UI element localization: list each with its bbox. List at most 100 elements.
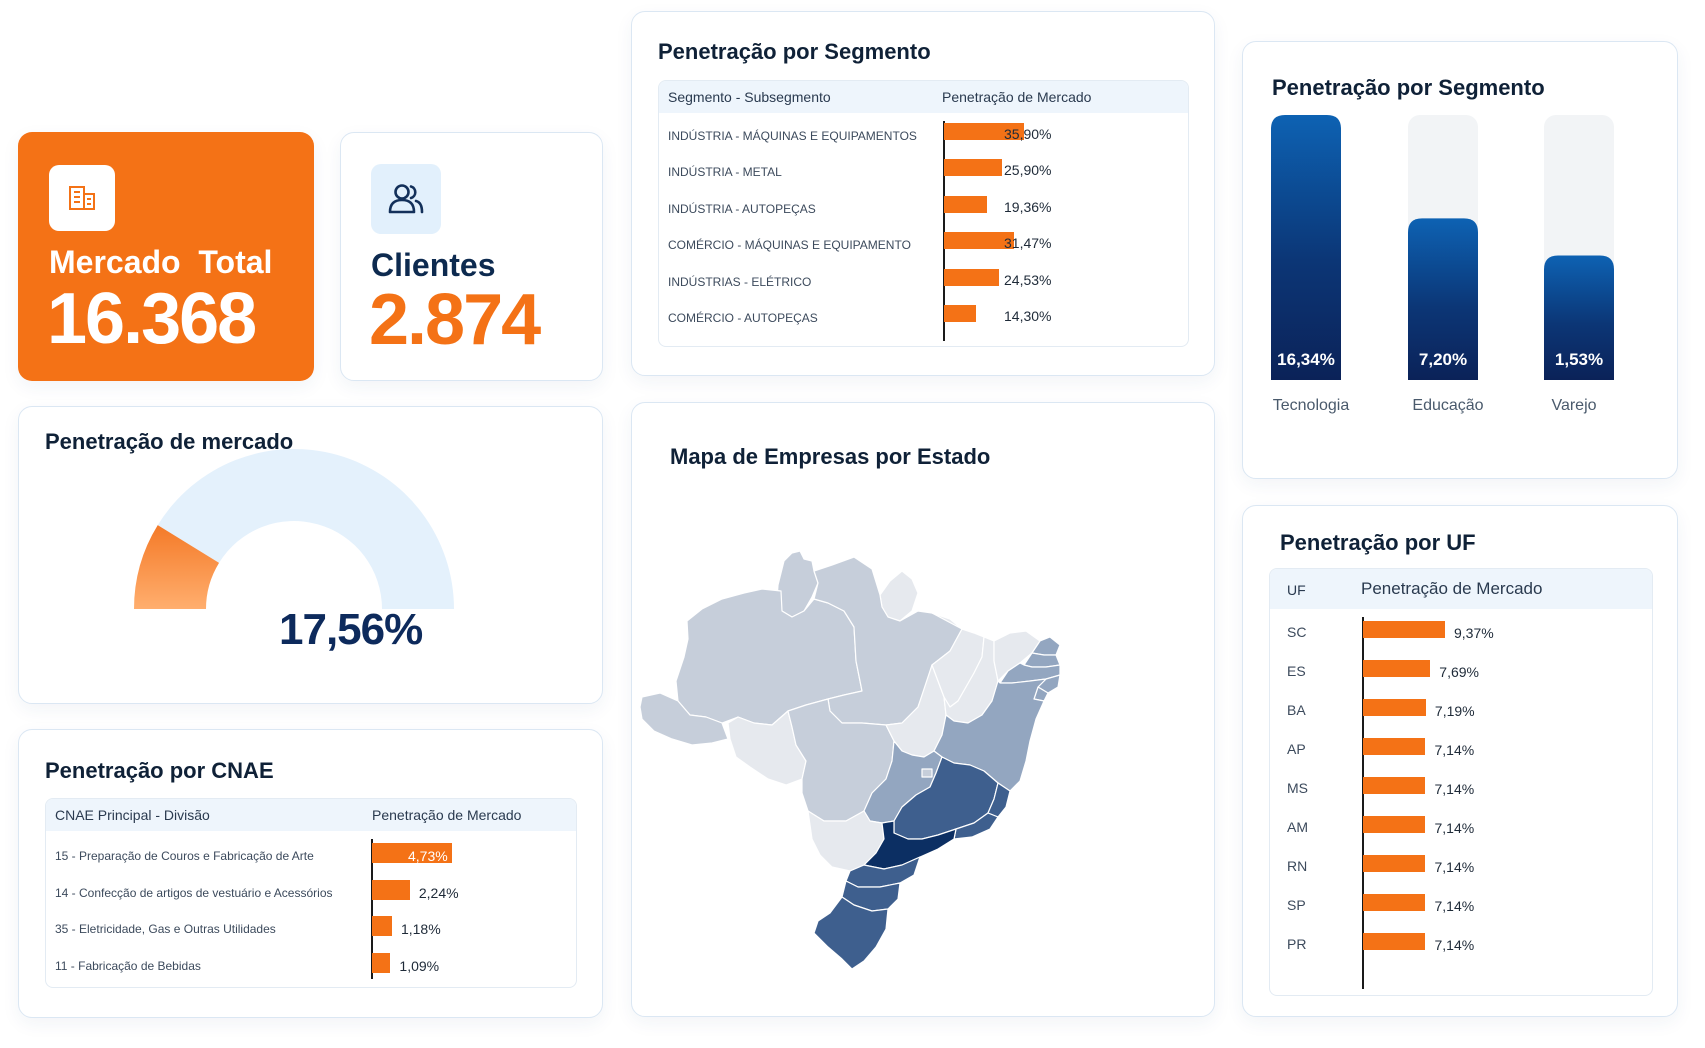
cnae-category: 14 - Confecção de artigos de vestuário e… <box>55 885 333 900</box>
segment-row: INDÚSTRIAS - ELÉTRICO 24,53% <box>659 261 1188 297</box>
segment-value: 19,36% <box>1004 198 1052 215</box>
brazil-map <box>639 550 1061 970</box>
uf-value: 7,69% <box>1439 664 1479 680</box>
users-icon <box>371 164 441 234</box>
segment-row: COMÉRCIO - AUTOPEÇAS 14,30% <box>659 297 1188 333</box>
cnae-value: 4,73% <box>408 848 448 864</box>
kpi-clientes-card: Clientes 2.874 <box>340 132 603 381</box>
segment-bars-title: Penetração por Segmento <box>1272 75 1545 100</box>
cnae-row: 14 - Confecção de artigos de vestuário e… <box>46 872 576 909</box>
map-state-df <box>921 768 933 778</box>
segment-bar <box>944 268 999 286</box>
cnae-category: 35 - Eletricidade, Gas e Outras Utilidad… <box>55 922 276 936</box>
cnae-bar <box>372 879 410 900</box>
kpi-clientes-label: Clientes <box>371 247 496 283</box>
segment-bars-card: Penetração por Segmento 16,34% Tecnologia… <box>1242 41 1678 479</box>
segment-category: INDÚSTRIAS - ELÉTRICO <box>668 274 812 289</box>
uf-category: ES <box>1287 663 1306 679</box>
gauge-title: Penetração de mercado <box>45 429 294 454</box>
map-state-rs <box>813 896 889 970</box>
segment-value: 31,47% <box>1004 235 1052 252</box>
cnae-row: 11 - Fabricação de Bebidas 1,09% <box>46 945 576 982</box>
segment-bar <box>944 305 976 322</box>
uf-value: 7,14% <box>1434 781 1475 797</box>
map-state-rj <box>953 812 999 840</box>
uf-value: 7,14% <box>1434 898 1475 914</box>
cnae-table: CNAE Principal - Divisão Penetração de M… <box>45 798 577 988</box>
uf-title: Penetração por UF <box>1280 530 1476 555</box>
segment-category: INDÚSTRIA - MÁQUINAS E EQUIPAMENTOS <box>668 129 917 143</box>
map-state-ce <box>993 630 1041 682</box>
segment-table-header: Segmento - Subsegmento Penetração de Mer… <box>659 81 1188 113</box>
uf-bar <box>1363 855 1426 872</box>
kpi-mercado-label: Mercado Total <box>49 244 273 280</box>
uf-category: RN <box>1287 858 1308 874</box>
segment-bar <box>944 123 1024 140</box>
uf-bar <box>1363 660 1431 677</box>
cnae-table-header: CNAE Principal - Divisão Penetração de M… <box>46 799 576 831</box>
cnae-value: 1,18% <box>400 921 441 937</box>
uf-category: MS <box>1287 780 1308 796</box>
cnae-bar <box>372 843 452 863</box>
cnae-row: 35 - Eletricidade, Gas e Outras Utilidad… <box>46 908 576 945</box>
segment-category: INDÚSTRIA - AUTOPEÇAS <box>668 201 816 216</box>
uf-category: AP <box>1287 741 1306 757</box>
segment-bar <box>1544 255 1614 380</box>
kpi-mercado-value: 16.368 <box>47 279 257 359</box>
uf-value: 7,14% <box>1434 859 1475 875</box>
uf-bar <box>1363 816 1426 833</box>
segment-header-value: Penetração de Mercado <box>942 89 1092 105</box>
segment-category: COMÉRCIO - AUTOPEÇAS <box>668 311 818 325</box>
segment-value: 35,90% <box>1004 126 1052 142</box>
uf-row: AM 7,14% <box>1270 806 1652 845</box>
cnae-bar <box>372 952 391 973</box>
segment-row: COMÉRCIO - MÁQUINAS E EQUIPAMENTO 31,47% <box>659 224 1188 260</box>
uf-bar <box>1363 777 1426 794</box>
uf-bar <box>1363 699 1426 716</box>
uf-bar <box>1363 894 1426 911</box>
segment-value: 24,53% <box>1004 271 1052 288</box>
segment-table-card: Penetração por Segmento Segmento - Subse… <box>631 11 1215 376</box>
segment-bar <box>944 159 1002 177</box>
building-icon <box>49 165 115 231</box>
uf-axis <box>1362 617 1364 989</box>
cnae-header-value: Penetração de Mercado <box>372 807 522 823</box>
cnae-title: Penetração por CNAE <box>45 758 274 783</box>
gauge-value: 17,56% <box>279 605 423 654</box>
map-state-ac <box>639 692 729 746</box>
uf-value: 7,14% <box>1434 742 1475 758</box>
gauge-chart <box>134 449 454 609</box>
cnae-value: 2,24% <box>418 884 459 901</box>
segment-category: COMÉRCIO - MÁQUINAS E EQUIPAMENTO <box>668 238 911 253</box>
uf-value: 7,19% <box>1434 703 1475 719</box>
uf-table: UF Penetração de Mercado SC 9,37% ES 7,69% B… <box>1269 568 1653 996</box>
cnae-row: 15 - Preparação de Couros e Fabricação d… <box>46 835 576 872</box>
map-title: Mapa de Empresas por Estado <box>670 444 991 469</box>
segment-header-category: Segmento - Subsegmento <box>668 89 831 105</box>
segment-category: INDÚSTRIA - METAL <box>668 165 782 180</box>
uf-table-header: UF Penetração de Mercado <box>1270 569 1652 609</box>
uf-value: 7,14% <box>1434 937 1475 953</box>
uf-row: RN 7,14% <box>1270 845 1652 884</box>
segment-bar-value: 1,53% <box>1554 350 1604 369</box>
gauge-track <box>157 449 454 609</box>
segment-row: INDÚSTRIA - MÁQUINAS E EQUIPAMENTOS 35,90… <box>659 115 1188 151</box>
segment-bars-chart <box>1271 115 1614 380</box>
cnae-axis <box>371 839 373 979</box>
cnae-category: 11 - Fabricação de Bebidas <box>55 958 201 973</box>
gauge-fill <box>134 525 220 609</box>
map-card: Mapa de Empresas por Estado <box>631 402 1215 1017</box>
cnae-bar <box>372 916 392 936</box>
segment-bar-value: 7,20% <box>1418 350 1468 369</box>
uf-header-category: UF <box>1287 582 1306 598</box>
uf-bar <box>1363 933 1426 950</box>
segment-bar-label: Varejo <box>1551 397 1597 414</box>
uf-row: MS 7,14% <box>1270 767 1652 806</box>
segment-bar <box>944 232 1015 250</box>
cnae-header-category: CNAE Principal - Divisão <box>55 807 210 823</box>
gauge-card: Penetração de mercado 17,56% <box>18 406 603 704</box>
uf-bar <box>1363 738 1426 755</box>
uf-value: 7,14% <box>1434 820 1475 836</box>
cnae-card: Penetração por CNAE CNAE Principal - Div… <box>18 729 603 1018</box>
uf-bar <box>1363 621 1445 638</box>
